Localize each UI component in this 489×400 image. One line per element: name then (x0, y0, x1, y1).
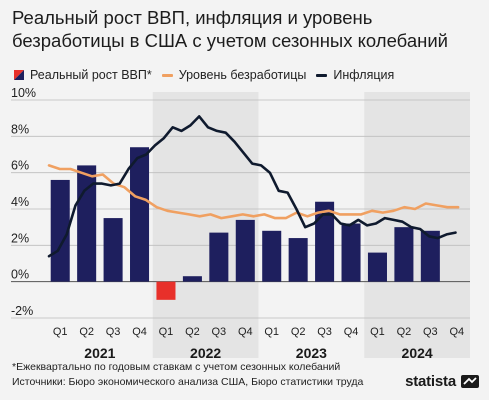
chart-area: -2% 0% 2% 4% 6% 8% 10% Q1 Q2 Q3 Q4 Q1 Q2 Q3 Q4 Q1 Q2 Q3 Q4… (0, 86, 489, 361)
chart-title: Реальный рост ВВП, инфляция и уровень бе… (12, 7, 448, 51)
chart-svg: -2% 0% 2% 4% 6% 8% 10% Q1 Q2 Q3 Q4 Q1 Q2 Q3 Q4 Q1 Q2 Q3 Q4… (11, 86, 470, 361)
x-tick-label: Q4 (132, 326, 147, 338)
y-tick-label: 0% (11, 268, 29, 282)
x-tick-label: Q2 (291, 326, 306, 338)
year-label: 2023 (296, 345, 327, 358)
y-tick-label: 2% (11, 231, 29, 245)
legend-swatch-gdp-icon (14, 70, 24, 80)
gdp-bar (420, 230, 440, 282)
x-tick-label: Q2 (79, 326, 94, 338)
legend-item-unemployment: Уровень безработицы (161, 68, 307, 82)
legend-swatch-unemployment (161, 73, 173, 77)
x-tick-label: Q4 (344, 326, 359, 338)
gdp-bar (103, 218, 123, 282)
y-tick-label: 8% (11, 122, 29, 136)
gdp-bar (288, 238, 308, 282)
gdp-bar (182, 276, 202, 282)
legend-label-inflation: Инфляция (333, 68, 395, 82)
x-tick-label: Q3 (317, 326, 332, 338)
y-tick-label: -2% (11, 304, 33, 318)
x-tick-label: Q1 (264, 326, 279, 338)
legend-item-inflation: Инфляция (316, 68, 394, 82)
y-tick-label: 6% (11, 159, 29, 173)
legend-label-gdp: Реальный рост ВВП* (30, 68, 152, 82)
legend-swatch-inflation (316, 73, 328, 77)
x-tick-label: Q1 (53, 326, 68, 338)
footnote-sources: Источники: Бюро экономического анализа С… (12, 376, 364, 388)
footnote: *Ежеквартально по годовым ставкам с учет… (12, 360, 363, 390)
year-label: 2024 (402, 345, 433, 358)
statista-logo-text: statista (405, 373, 456, 390)
x-tick-label: Q1 (370, 326, 385, 338)
x-tick-label: Q1 (159, 326, 174, 338)
statista-logo[interactable]: statista (405, 373, 479, 390)
gdp-bar (341, 223, 361, 282)
x-tick-label: Q3 (106, 326, 121, 338)
gdp-bar (235, 219, 255, 282)
legend-swatch-gdp (14, 70, 24, 80)
year-label: 2021 (84, 345, 115, 358)
gdp-bar (209, 232, 229, 282)
gdp-bar (394, 227, 414, 282)
legend-label-unemployment: Уровень безработицы (178, 68, 307, 82)
y-tick-label: 10% (11, 88, 36, 100)
legend-item-gdp: Реальный рост ВВП* (14, 68, 152, 82)
gdp-bar (367, 252, 387, 282)
x-tick-label: Q2 (185, 326, 200, 338)
x-tick-label: Q4 (238, 326, 253, 338)
legend: Реальный рост ВВП* Уровень безработицы И… (14, 66, 404, 84)
statista-logo-icon (461, 375, 479, 388)
footnote-note: *Ежеквартально по годовым ставкам с учет… (12, 361, 341, 373)
x-tick-label: Q4 (449, 326, 464, 338)
x-tick-label: Q3 (212, 326, 227, 338)
gdp-bar (262, 230, 282, 282)
y-tick-label: 4% (11, 195, 29, 209)
gdp-bar (50, 179, 70, 282)
gdp-bar (130, 147, 150, 282)
year-label: 2022 (190, 345, 221, 358)
x-tick-label: Q2 (397, 326, 412, 338)
inflation-line (47, 115, 457, 258)
gdp-bar (156, 281, 176, 300)
x-tick-label: Q3 (423, 326, 438, 338)
gdp-bar (315, 201, 335, 282)
